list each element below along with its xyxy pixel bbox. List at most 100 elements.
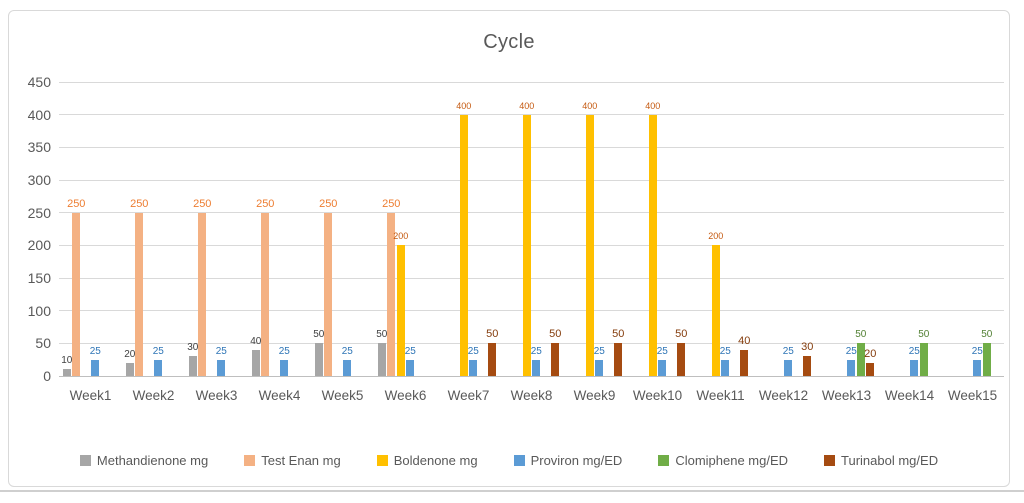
bar: [551, 343, 560, 376]
data-label: 400: [456, 100, 472, 111]
legend-label: Clomiphene mg/ED: [675, 453, 789, 468]
bar: [658, 359, 667, 376]
data-label: 400: [645, 100, 661, 111]
grid-line: [59, 375, 1004, 377]
bar: [614, 343, 623, 376]
legend-item: Turinabol mg/ED: [824, 453, 938, 468]
legend-label: Turinabol mg/ED: [841, 453, 939, 468]
bar-slot: [441, 82, 449, 376]
data-label: 25: [719, 345, 731, 357]
bar: [910, 359, 919, 376]
bar: [261, 212, 270, 376]
legend-label: Methandienone mg: [96, 453, 209, 468]
data-label: 40: [738, 334, 751, 347]
legend-item: Boldenone mg: [376, 453, 478, 468]
legend-label: Boldenone mg: [393, 453, 478, 468]
bar-slot: 25: [972, 82, 983, 376]
bar-slot: [693, 82, 701, 376]
bar-slot: 25: [404, 82, 416, 376]
data-label: 50: [918, 329, 930, 341]
bar-slot: 40: [738, 82, 751, 376]
bar: [784, 359, 793, 376]
bar-slot: 25: [719, 82, 731, 376]
bar-slot: [756, 82, 764, 376]
bar-slot: [992, 82, 1000, 376]
data-label: 25: [404, 345, 416, 357]
bar: [217, 359, 226, 376]
bar-slot: [353, 82, 361, 376]
data-label: 50: [376, 329, 388, 341]
legend-marker-icon: [244, 455, 256, 466]
data-label: 25: [215, 345, 227, 357]
bar: [188, 356, 197, 376]
bar-slot: [425, 82, 433, 376]
bar: [677, 343, 686, 376]
bar-slot: 25: [657, 82, 668, 376]
grid-line: [59, 146, 1004, 148]
legend-item: Proviron mg/ED: [513, 453, 622, 468]
data-label: 50: [313, 329, 325, 341]
data-label: 200: [708, 231, 724, 242]
bar-slot: 25: [594, 82, 605, 376]
bar-group: 400 25 50: [563, 82, 626, 376]
bar: [91, 359, 100, 376]
x-axis-label: Week3: [195, 388, 238, 403]
bar-group: 400 25 50: [626, 82, 689, 376]
bar: [343, 359, 352, 376]
bar-slot: 250: [382, 82, 400, 376]
bar-slot: 25: [90, 82, 101, 376]
bar: [847, 359, 856, 376]
bar: [856, 343, 865, 376]
bar-group: 200 25 40: [689, 82, 752, 376]
legend-item: Methandienone mg: [79, 453, 209, 468]
x-axis-label: Week12: [758, 388, 809, 403]
y-axis-label: 150: [27, 270, 51, 286]
x-axis-label: Week5: [321, 388, 364, 403]
bar-slot: [450, 82, 458, 376]
bar-slot: [929, 82, 937, 376]
data-label: 250: [130, 197, 149, 210]
legend-marker-icon: [658, 455, 670, 466]
data-label: 50: [486, 328, 499, 341]
x-axis-label: Week1: [69, 388, 112, 403]
bar-slot: 250: [130, 82, 148, 376]
data-label: 25: [908, 345, 920, 357]
y-axis-label: 450: [27, 74, 51, 90]
x-axis-label: Week7: [447, 388, 490, 403]
bar-slot: 25: [152, 82, 164, 376]
bar-slot: [765, 82, 773, 376]
data-label: 25: [152, 345, 164, 357]
data-label: 250: [382, 197, 401, 210]
bar-slot: 20: [124, 82, 135, 376]
bar-slot: 10: [61, 82, 72, 376]
bar-slot: [299, 82, 307, 376]
y-axis-label: 100: [27, 302, 51, 319]
bar-slot: [290, 82, 298, 376]
bar-group: 25 50 20: [815, 82, 878, 376]
bar: [532, 359, 541, 376]
bar: [711, 245, 720, 376]
bar-group: 40 250 25: [248, 82, 311, 376]
bar-slot: 30: [801, 82, 813, 376]
bar-slot: [227, 82, 235, 376]
x-axis-label: Week2: [132, 388, 175, 403]
bar-slot: [208, 82, 216, 376]
bar-slot: [236, 82, 244, 376]
bar-group: 30 250 25: [185, 82, 248, 376]
grid-line: [59, 114, 1004, 116]
bar-group: 50 250 200 25: [374, 82, 437, 376]
bar-slot: [334, 82, 342, 376]
bar-slot: 30: [187, 82, 198, 376]
bar-slot: 40: [250, 82, 261, 376]
bar-slot: 50: [981, 82, 992, 376]
bar: [135, 212, 144, 376]
grid-line: [59, 212, 1004, 214]
bar-slot: [891, 82, 899, 376]
bar-slot: 400: [519, 82, 534, 376]
data-label: 25: [530, 345, 542, 357]
y-axis-label: 50: [35, 335, 51, 352]
y-axis-label: 300: [27, 172, 51, 188]
grid-line: [59, 244, 1004, 246]
bar-slot: 250: [67, 82, 85, 376]
y-axis-label: 400: [27, 106, 51, 123]
